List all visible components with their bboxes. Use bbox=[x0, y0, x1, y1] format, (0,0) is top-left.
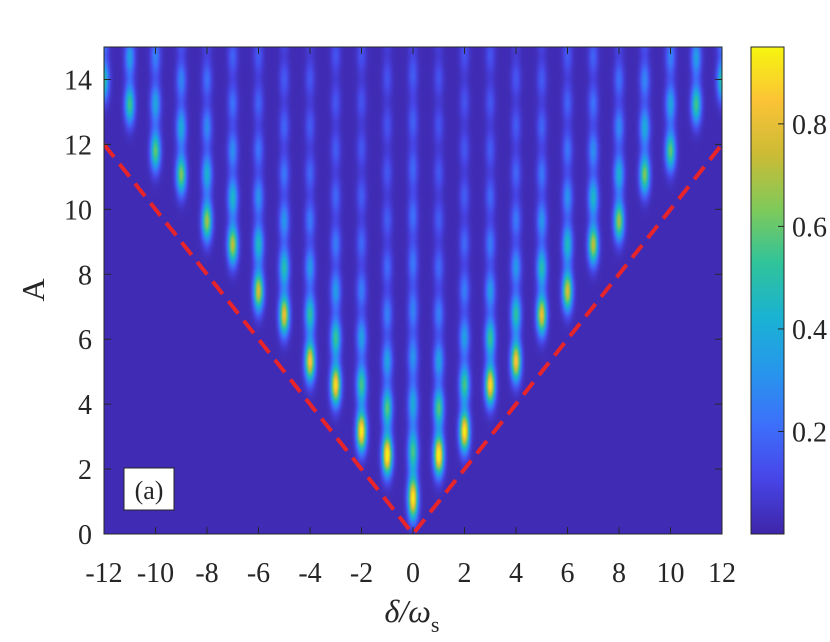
x-tick-label: -8 bbox=[195, 558, 218, 589]
colorbar-tick-label: 0.4 bbox=[792, 315, 827, 346]
y-tick-label: 4 bbox=[78, 390, 92, 421]
y-axis-label: A bbox=[15, 278, 51, 301]
panel-label: (a) bbox=[135, 476, 164, 505]
heatmap-image bbox=[104, 47, 722, 534]
y-tick-label: 14 bbox=[64, 65, 92, 96]
y-tick-label: 8 bbox=[78, 260, 92, 291]
x-tick-label: -10 bbox=[137, 558, 174, 589]
plot-area bbox=[103, 46, 723, 535]
colorbar-tick-label: 0.8 bbox=[792, 110, 827, 141]
x-tick-label: 10 bbox=[657, 558, 685, 589]
x-tick-label: 6 bbox=[561, 558, 575, 589]
boundary-dashed-line bbox=[104, 143, 722, 534]
x-tick-label: -4 bbox=[298, 558, 321, 589]
x-axis-ticks: -12 -10 -8 -6 -4 -2 0 2 4 6 8 10 12 bbox=[85, 47, 736, 589]
y-tick-label: 12 bbox=[64, 130, 92, 161]
x-tick-label: 8 bbox=[612, 558, 626, 589]
x-tick-label: 2 bbox=[458, 558, 472, 589]
colorbar: 0.2 0.4 0.6 0.8 bbox=[750, 46, 827, 535]
x-tick-label: 0 bbox=[406, 558, 420, 589]
colorbar-ticks: 0.2 0.4 0.6 0.8 bbox=[778, 110, 827, 448]
x-axis-label-main: δ/ω bbox=[385, 593, 431, 629]
x-tick-label: -2 bbox=[350, 558, 373, 589]
x-tick-label: 12 bbox=[708, 558, 736, 589]
colorbar-tick-label: 0.6 bbox=[792, 212, 827, 243]
x-axis-label-sub: s bbox=[431, 612, 440, 637]
y-tick-label: 2 bbox=[78, 455, 92, 486]
colorbar-scale bbox=[750, 46, 785, 535]
y-tick-label: 10 bbox=[64, 195, 92, 226]
x-tick-label: -6 bbox=[247, 558, 270, 589]
x-tick-label: 4 bbox=[509, 558, 523, 589]
x-tick-label: -12 bbox=[85, 558, 122, 589]
x-axis-label: δ/ωs bbox=[385, 593, 440, 637]
panel-label-box: (a) bbox=[123, 467, 175, 511]
colorbar-tick-label: 0.2 bbox=[792, 417, 827, 448]
y-tick-label: 6 bbox=[78, 325, 92, 356]
y-tick-label: 0 bbox=[78, 520, 92, 551]
y-axis-ticks: 0 2 4 6 8 10 12 14 bbox=[64, 65, 722, 551]
